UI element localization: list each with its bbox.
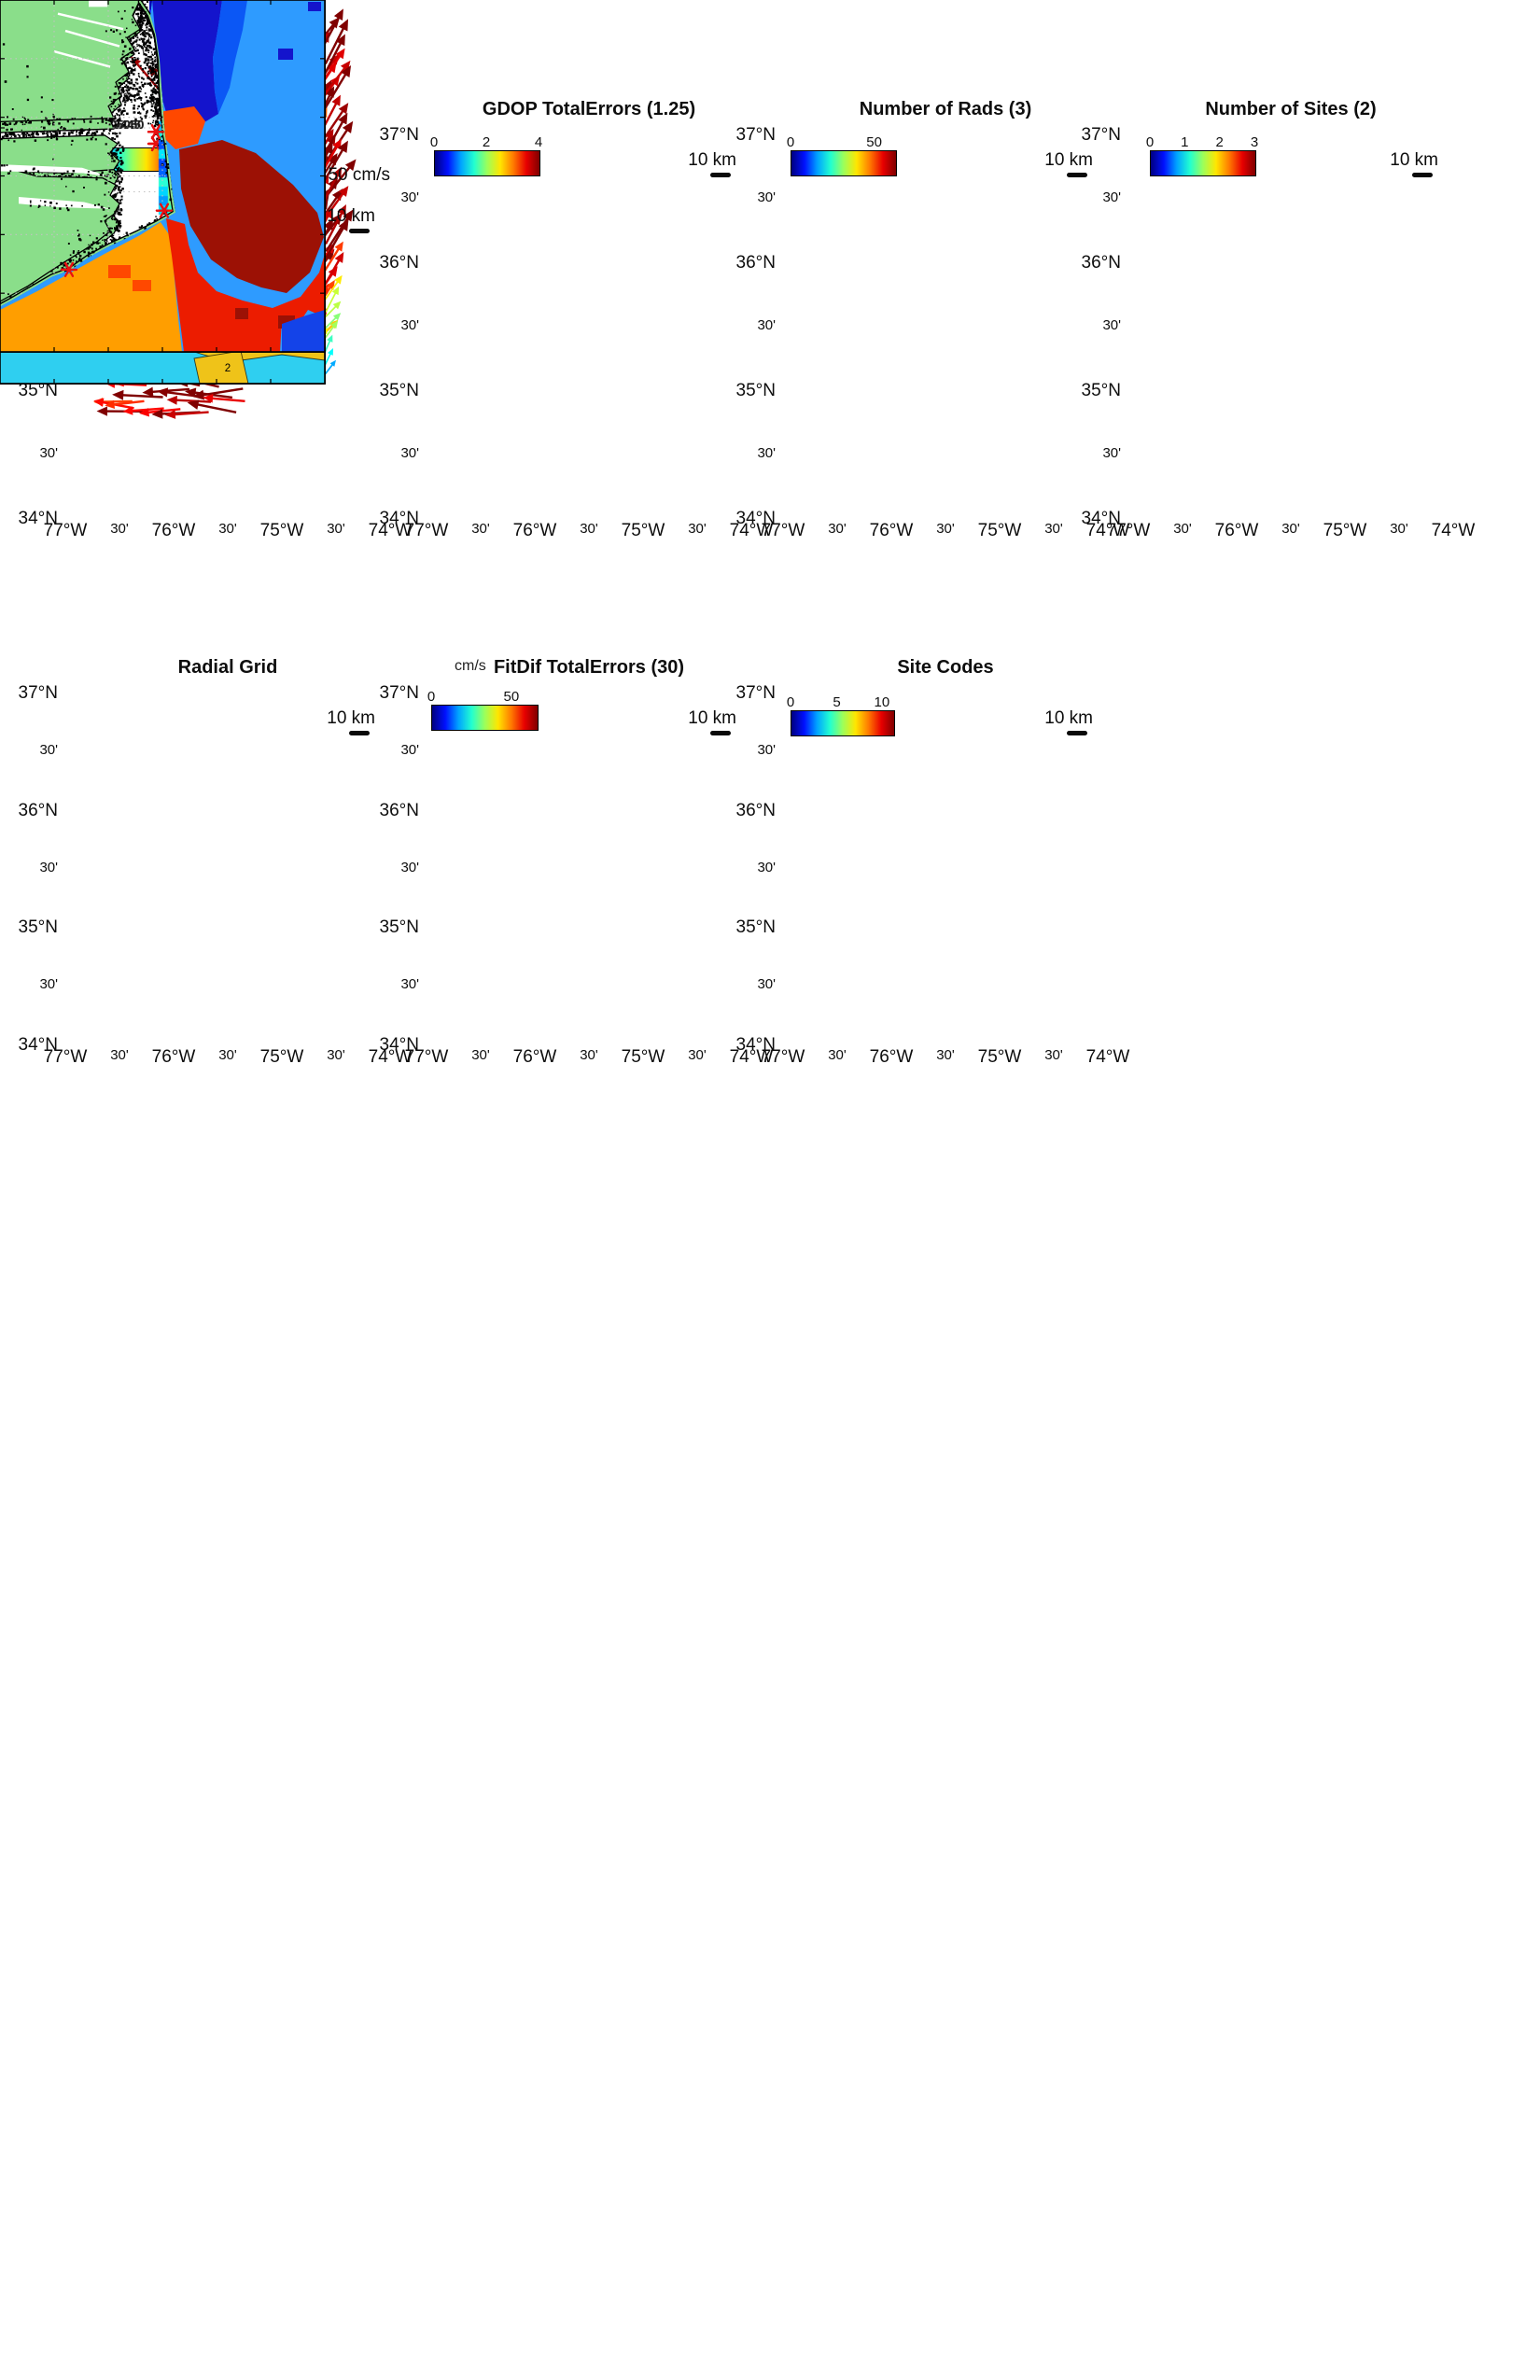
distance-scale-label: 10 km xyxy=(287,708,375,729)
y-tick-label: 35°N xyxy=(4,917,58,938)
y-tick-label: 36°N xyxy=(721,253,776,273)
y-tick-label: 30' xyxy=(721,445,776,461)
colorbar-tick-label: 2 xyxy=(483,134,490,150)
region-patch xyxy=(108,265,131,278)
map-panel-radialgrid: 100100 xyxy=(0,1534,325,1886)
x-tick-label: 74°W xyxy=(1421,521,1485,541)
panel-title: GDOP TotalErrors (1.25) xyxy=(389,99,789,120)
colorbar-tick-label: 0 xyxy=(427,689,435,705)
panel-title: Number of Sites (2) xyxy=(1091,99,1491,120)
distance-scale-bar xyxy=(710,173,731,177)
x-tick-label: 74°W xyxy=(1076,1047,1140,1068)
y-tick-label: 30' xyxy=(721,317,776,333)
colorbar-tick-label: 0 xyxy=(787,134,794,150)
y-tick-label: 30' xyxy=(365,742,419,758)
distance-scale-bar xyxy=(1067,731,1087,735)
units-label: cm/s xyxy=(455,658,486,675)
region-patch xyxy=(0,222,182,352)
distance-scale-bar xyxy=(1067,173,1087,177)
distance-scale-label: 10 km xyxy=(649,150,736,171)
distance-scale-bar xyxy=(710,731,731,735)
y-tick-label: 36°N xyxy=(4,801,58,821)
y-tick-label: 30' xyxy=(721,742,776,758)
site-star-icon xyxy=(148,125,163,138)
y-tick-label: 30' xyxy=(365,445,419,461)
panel-title: Radial Grid xyxy=(28,657,427,679)
map-panel-fitdif: 303030303030 xyxy=(0,1886,325,2238)
y-tick-label: 30' xyxy=(4,742,58,758)
y-tick-label: 35°N xyxy=(1067,381,1121,401)
y-tick-label: 30' xyxy=(1067,317,1121,333)
y-tick-label: 37°N xyxy=(721,125,776,146)
region-patch xyxy=(278,49,293,60)
colorbar-tick-label: 0 xyxy=(1146,134,1154,150)
colorbar-tick-label: 0 xyxy=(430,134,438,150)
y-tick-label: 30' xyxy=(721,860,776,875)
distance-scale-label: 10 km xyxy=(1005,150,1093,171)
colorbar xyxy=(791,150,897,176)
y-tick-label: 37°N xyxy=(365,125,419,146)
y-tick-label: 35°N xyxy=(721,381,776,401)
y-tick-label: 36°N xyxy=(365,253,419,273)
colorbar xyxy=(431,705,539,731)
y-tick-label: 37°N xyxy=(365,683,419,704)
y-tick-label: 35°N xyxy=(365,381,419,401)
distance-scale-bar xyxy=(349,229,370,233)
colorbar xyxy=(1150,150,1256,176)
region-patch xyxy=(235,308,248,319)
map-panel-numrads: 33 xyxy=(0,767,325,1151)
colorbar-tick-label: 50 xyxy=(504,689,520,705)
map-panel-numsites: 2223 xyxy=(0,1151,325,1534)
figure: 2023-05-23 14:0037°N30'36°N30'35°N30'34°… xyxy=(0,0,1540,1190)
distance-scale-label: 10 km xyxy=(1005,708,1093,729)
y-tick-label: 30' xyxy=(4,445,58,461)
y-tick-label: 37°N xyxy=(4,683,58,704)
y-tick-label: 36°N xyxy=(365,801,419,821)
panel-title: FitDif TotalErrors (30) xyxy=(389,657,789,679)
y-tick-label: 30' xyxy=(4,860,58,875)
y-tick-label: 35°N xyxy=(365,917,419,938)
colorbar xyxy=(791,710,895,736)
panel-overlay xyxy=(0,0,325,352)
y-tick-label: 35°N xyxy=(721,917,776,938)
panel-title: Site Codes xyxy=(746,657,1145,679)
colorbar-tick-label: 3 xyxy=(1251,134,1258,150)
colorbar-tick-label: 5 xyxy=(833,694,840,710)
colorbar-tick-label: 50 xyxy=(866,134,882,150)
y-tick-label: 37°N xyxy=(721,683,776,704)
y-tick-label: 30' xyxy=(4,976,58,992)
y-tick-label: 30' xyxy=(1067,445,1121,461)
region-patch xyxy=(308,2,321,11)
colorbar-tick-label: 4 xyxy=(535,134,542,150)
distance-scale-label: 10 km xyxy=(1351,150,1438,171)
colorbar-tick-label: 1 xyxy=(1181,134,1188,150)
data-layer xyxy=(0,0,325,352)
y-tick-label: 30' xyxy=(365,860,419,875)
y-tick-label: 30' xyxy=(365,317,419,333)
distance-scale-bar xyxy=(1412,173,1433,177)
region-map xyxy=(0,0,325,352)
y-tick-label: 30' xyxy=(721,189,776,205)
y-tick-label: 36°N xyxy=(721,801,776,821)
map-panel-gdop: 1.251.251.251.25 xyxy=(0,384,325,767)
colorbar-tick-label: 2 xyxy=(1216,134,1224,150)
map-panel-sitecodes xyxy=(0,2238,325,2380)
y-tick-label: 30' xyxy=(721,976,776,992)
y-tick-label: 30' xyxy=(365,976,419,992)
distance-scale-bar xyxy=(349,731,370,735)
colorbar xyxy=(434,150,540,176)
colorbar-tick-label: 10 xyxy=(875,694,890,710)
panel-title: Number of Rads (3) xyxy=(746,99,1145,120)
figure-page: { "figure": {"background": "#FFFFFF", "k… xyxy=(0,0,1540,1190)
region-patch xyxy=(133,280,151,291)
y-tick-label: 30' xyxy=(365,189,419,205)
y-tick-label: 30' xyxy=(1067,189,1121,205)
y-tick-label: 36°N xyxy=(1067,253,1121,273)
colorbar-tick-label: 0 xyxy=(787,694,794,710)
y-tick-label: 37°N xyxy=(1067,125,1121,146)
distance-scale-label: 10 km xyxy=(649,708,736,729)
site-star-icon xyxy=(157,204,172,217)
contour-label: 2 xyxy=(225,363,231,374)
